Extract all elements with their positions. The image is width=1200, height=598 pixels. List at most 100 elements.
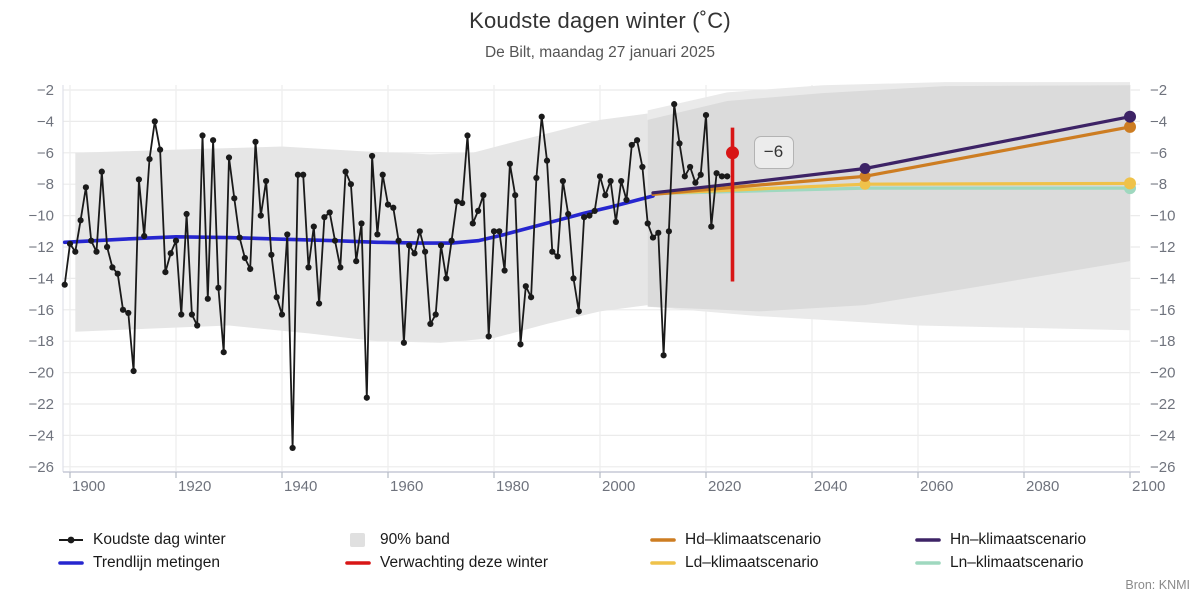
observation-point xyxy=(411,250,418,257)
scenario-dot-Hn xyxy=(1124,110,1136,123)
legend-item-trendlijn-metingen: Trendlijn metingen xyxy=(58,551,226,574)
observation-point xyxy=(77,217,84,224)
observation-point xyxy=(538,113,545,120)
observation-point xyxy=(660,352,667,359)
observation-point xyxy=(178,311,185,318)
observation-point xyxy=(427,320,434,328)
ln-klimaatscenario-swatch-icon xyxy=(915,556,941,570)
observation-point xyxy=(241,254,248,262)
legend-item-ld-klimaatscenario: Ld–klimaatscenario xyxy=(650,551,821,574)
observation-point xyxy=(618,177,625,185)
observation-point xyxy=(702,112,710,119)
scenario-dot-Hn xyxy=(859,163,871,174)
observation-point xyxy=(273,294,280,301)
observation-point xyxy=(549,248,556,255)
legend-item-hd-klimaatscenario: Hd–klimaatscenario xyxy=(650,528,821,551)
page-title: Koudste dagen winter (˚C) xyxy=(469,8,731,33)
observation-point xyxy=(501,267,508,274)
expectation-dot xyxy=(726,146,739,160)
observation-point xyxy=(210,137,217,144)
verwachting-deze-winter-swatch-icon xyxy=(345,556,371,570)
observation-point xyxy=(496,228,503,235)
observation-point xyxy=(596,173,604,180)
observation-point xyxy=(109,264,116,271)
observation-point xyxy=(294,171,301,178)
observation-point xyxy=(628,141,635,149)
observation-point xyxy=(331,237,339,244)
observation-point xyxy=(82,184,89,191)
observation-point xyxy=(533,174,540,182)
x-tick-label: 1980 xyxy=(496,478,529,495)
observation-point xyxy=(188,311,195,318)
scenario-dot-Ld xyxy=(859,178,871,190)
observation-point xyxy=(72,248,79,255)
observation-point xyxy=(316,300,323,307)
observation-point xyxy=(347,181,354,188)
observation-point xyxy=(342,168,349,175)
y-tick-label-left: −12 xyxy=(29,239,54,256)
observation-point xyxy=(353,258,360,265)
observation-point xyxy=(607,177,614,185)
chart-legend: Koudste dag winter Trendlijn metingen 90% … xyxy=(0,528,1200,576)
observation-point xyxy=(263,177,270,185)
observation-point xyxy=(225,154,233,161)
observation-point xyxy=(713,170,720,177)
observation-point xyxy=(586,212,593,219)
observation-point xyxy=(231,195,238,202)
trendlijn-metingen-swatch-icon xyxy=(58,556,84,570)
observation-point xyxy=(284,231,291,238)
y-tick-label-right: −12 xyxy=(1150,239,1175,256)
y-tick-label-left: −18 xyxy=(29,333,54,350)
observation-point xyxy=(199,132,206,139)
ld-klimaatscenario-swatch-icon xyxy=(650,556,676,570)
90-band-swatch-icon xyxy=(345,532,371,547)
x-tick-label: 2040 xyxy=(814,478,847,495)
observation-point xyxy=(485,333,492,340)
x-tick-label: 2100 xyxy=(1132,478,1165,495)
y-tick-label-left: −26 xyxy=(29,459,54,476)
observation-point xyxy=(639,163,646,171)
chart-plot-area: 1900 1920 1940 1960 1980 2000 2020 2040 2060 2080… xyxy=(29,82,1176,495)
x-tick-label: 2060 xyxy=(920,478,953,495)
observation-point xyxy=(517,341,524,348)
observation-point xyxy=(575,308,582,315)
x-tick-label: 1960 xyxy=(390,478,423,495)
observation-point xyxy=(141,232,148,240)
observation-point xyxy=(98,168,105,175)
observation-point xyxy=(448,237,455,244)
observation-point xyxy=(543,157,551,164)
observation-point xyxy=(697,171,704,178)
legend-item-ln-klimaatscenario: Ln–klimaatscenario xyxy=(915,551,1086,574)
observation-point xyxy=(469,220,476,227)
y-tick-label-left: −10 xyxy=(29,208,54,225)
x-tick-label: 1920 xyxy=(178,478,211,495)
y-tick-label-left: −8 xyxy=(37,176,54,193)
observation-point xyxy=(459,199,466,207)
observation-point xyxy=(665,228,673,235)
y-tick-label-right: −16 xyxy=(1150,302,1175,319)
y-tick-label-right: −8 xyxy=(1150,176,1167,193)
observation-point xyxy=(220,349,227,356)
chart-subtitle: De Bilt, maandag 27 januari 2025 xyxy=(484,44,716,61)
observation-point xyxy=(66,240,74,247)
observation-point xyxy=(194,322,201,329)
expectation-value-label: −6 xyxy=(753,135,794,169)
observation-point xyxy=(236,234,243,241)
observation-point xyxy=(167,250,174,257)
y-tick-label-right: −4 xyxy=(1150,113,1167,130)
y-tick-label-left: −14 xyxy=(29,270,54,287)
observation-point xyxy=(480,192,487,199)
observation-point xyxy=(655,229,662,236)
observation-point xyxy=(390,204,397,211)
observation-point xyxy=(406,242,413,249)
legend-label: 90% band xyxy=(380,530,450,548)
observation-point xyxy=(565,210,572,218)
observation-point xyxy=(268,251,275,258)
observation-point xyxy=(130,367,137,375)
observation-point xyxy=(337,264,344,271)
y-tick-label-left: −24 xyxy=(29,427,54,444)
observation-point xyxy=(612,218,620,225)
observation-point xyxy=(157,146,164,153)
legend-item-verwachting-deze-winter: Verwachting deze winter xyxy=(345,551,548,574)
